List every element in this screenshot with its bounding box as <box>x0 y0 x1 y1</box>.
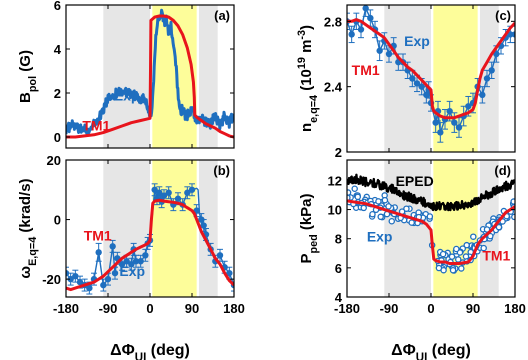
y-tick-label: 12 <box>328 173 342 188</box>
gray-band <box>384 160 431 297</box>
data-point <box>483 226 491 233</box>
x-axis-label: ΔΦUI (deg) <box>391 342 471 360</box>
data-point <box>388 217 396 225</box>
x-tick-label: -90 <box>99 301 118 316</box>
data-point <box>510 198 515 205</box>
panel-d: -180 -90 0 90 180 4 6 8 10 12 Pped (kPa) (d) Exp EPED… <box>298 159 526 360</box>
y-axis-label: Pped (kPa) <box>298 193 320 263</box>
data-point <box>426 213 434 220</box>
eped-trace <box>347 173 515 212</box>
y-tick-label: 4 <box>335 290 343 305</box>
x-tick-label: -90 <box>380 301 399 316</box>
yellow-band <box>433 160 478 297</box>
data-point <box>453 245 460 253</box>
y-tick-label: 8 <box>335 232 342 247</box>
tm1-line <box>66 198 234 292</box>
data-point <box>369 210 376 218</box>
yellow-band <box>152 5 197 148</box>
x-tick-label: -180 <box>334 301 360 316</box>
data-point <box>455 256 462 263</box>
series-label-exp: Exp <box>404 33 430 49</box>
yellow-band <box>152 160 197 297</box>
data-point <box>470 233 477 240</box>
data-point <box>375 198 382 205</box>
series-label-tm1: TM1 <box>482 248 510 264</box>
series-label-tm1: TM1 <box>84 227 112 243</box>
data-point <box>385 203 392 210</box>
data-point <box>408 219 415 226</box>
panel-label: (d) <box>494 163 511 178</box>
y-tick-label: 2.8 <box>324 14 342 29</box>
x-tick-label: 0 <box>427 301 434 316</box>
y-tick-label: 2 <box>335 145 342 160</box>
x-tick-label: -180 <box>53 301 79 316</box>
x-axis-label: ΔΦUI (deg) <box>110 342 190 360</box>
y-tick-label: 10 <box>328 203 342 218</box>
y-tick-label: 2.4 <box>324 80 343 95</box>
series-label-exp: Exp <box>119 263 145 279</box>
y-tick-label: 6 <box>54 0 61 13</box>
data-point <box>377 213 384 221</box>
tm1-line <box>66 14 234 139</box>
data-point <box>403 205 410 212</box>
panel-b: -180 -90 0 90 180 -20 0 20 ωE,q=4 (krad/s) (b) Exp… <box>17 153 245 360</box>
data-point <box>381 196 389 204</box>
x-tick-label: 180 <box>504 301 526 316</box>
data-point <box>448 253 456 260</box>
y-tick-label: 0 <box>54 213 61 228</box>
x-tick-label: 90 <box>185 301 199 316</box>
data-point <box>458 265 465 272</box>
panel-label: (c) <box>495 8 511 23</box>
y-tick-label: 2 <box>54 86 61 101</box>
data-point <box>360 204 367 212</box>
data-point <box>435 264 443 272</box>
panel-label: (a) <box>214 8 230 23</box>
series-label-eped: EPED <box>396 173 434 189</box>
tm1-line <box>347 18 515 120</box>
x-tick-label: 0 <box>146 301 153 316</box>
data-point <box>449 266 457 274</box>
y-axis-label: Bpol (G) <box>17 50 39 103</box>
data-point <box>439 250 447 258</box>
x-tick-label: 180 <box>223 301 245 316</box>
series-label-exp: Exp <box>367 229 393 245</box>
tm1-line <box>347 199 515 265</box>
y-tick-label: 6 <box>335 261 342 276</box>
y-tick-label: 4 <box>54 42 62 57</box>
y-tick-label: -20 <box>42 272 61 287</box>
data-point <box>487 232 494 240</box>
panel-label: (b) <box>213 163 230 178</box>
series-label-exp: Exp <box>114 88 140 104</box>
y-tick-label: 20 <box>47 153 61 168</box>
data-point <box>354 193 362 201</box>
panel-c: 2 2.4 2.8 ne,q=4 (1019 m-3) (c) Exp TM1 <box>296 4 516 160</box>
series-label-tm1: TM1 <box>352 62 380 78</box>
x-tick-label: 90 <box>466 301 480 316</box>
gray-band <box>199 5 218 148</box>
y-axis-label: ωE,q=4 (krad/s) <box>17 178 39 278</box>
exp-line <box>66 187 234 289</box>
gray-band <box>103 160 150 297</box>
data-point <box>511 213 515 221</box>
y-axis-label: ne,q=4 (1019 m-3) <box>296 25 320 132</box>
data-point <box>351 185 358 192</box>
y-tick-label: 0 <box>54 130 61 145</box>
series-label-tm1: TM1 <box>82 117 110 133</box>
data-point <box>480 244 487 252</box>
